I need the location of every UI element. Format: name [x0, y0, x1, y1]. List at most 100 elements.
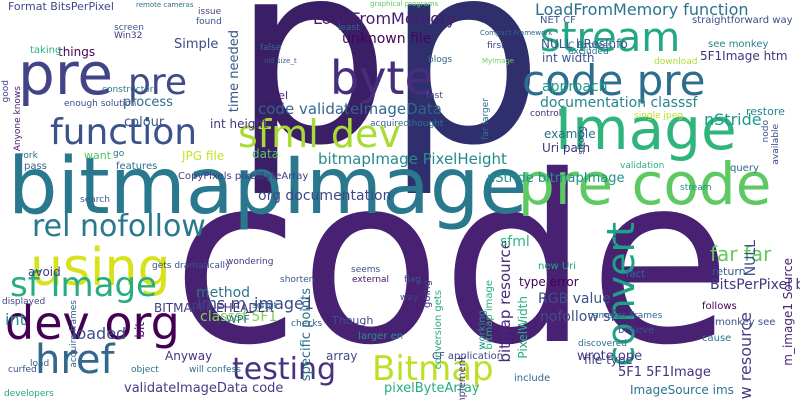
- word: Image: [555, 95, 737, 163]
- word: Simple: [174, 37, 219, 52]
- word: object: [131, 365, 159, 375]
- word: nofollow sf: [540, 309, 616, 325]
- word: MyImage: [482, 57, 515, 65]
- word: C Express: [568, 41, 613, 51]
- word: first: [487, 41, 505, 51]
- word: Anyone knows: [13, 86, 23, 152]
- word: restore: [746, 105, 785, 118]
- word: believe: [618, 325, 655, 336]
- word: sfml: [500, 234, 530, 250]
- word: displayed: [2, 297, 46, 307]
- word: NET CF: [540, 15, 576, 26]
- word: Format BitsPerPixel: [8, 0, 114, 13]
- word: dev org: [5, 296, 180, 350]
- word: shorten: [280, 275, 315, 285]
- word: nStride bitmapImage: [487, 171, 625, 186]
- word: far larger: [481, 98, 491, 140]
- word: seems: [351, 265, 381, 275]
- word: 5F1 5F1Image: [618, 365, 711, 380]
- word: code validateImageData: [258, 100, 442, 118]
- word: will confess: [189, 365, 241, 375]
- word: type error: [519, 275, 579, 289]
- word: monkey see: [715, 317, 776, 328]
- word: taking: [30, 45, 62, 56]
- word: discovered: [578, 339, 627, 349]
- word: JPG file: [182, 149, 225, 163]
- word: documentation classsf: [540, 95, 698, 111]
- word: code: [172, 126, 732, 396]
- word: example: [544, 127, 596, 141]
- word: excluded: [568, 47, 609, 57]
- word: constructor: [102, 85, 154, 95]
- word: p: [385, 0, 544, 200]
- word: good: [1, 80, 11, 103]
- word: CF application: [432, 351, 504, 362]
- word: using: [30, 238, 171, 298]
- word: WPF: [226, 313, 250, 326]
- word: function: [50, 112, 198, 153]
- word: sf Image: [10, 265, 157, 305]
- word: things: [58, 45, 96, 59]
- word: going: [422, 280, 433, 308]
- word: download: [654, 57, 698, 67]
- word: bit: [133, 322, 147, 338]
- word: pixelByteArray: [384, 381, 480, 396]
- word: developers: [4, 389, 54, 399]
- word: array: [326, 349, 358, 363]
- word: thought: [408, 119, 444, 129]
- word: remote cameras: [136, 1, 194, 9]
- word: file type: [584, 353, 633, 367]
- word: issue: [198, 7, 222, 17]
- word: testing: [232, 352, 337, 387]
- word: gets dramatically: [152, 261, 231, 271]
- word: external: [352, 275, 390, 285]
- word: validateImageData code: [124, 381, 284, 396]
- word: implement: [457, 356, 468, 400]
- word: load: [30, 359, 50, 369]
- word: NULL: [743, 240, 759, 277]
- word: fast: [426, 91, 443, 101]
- word: cause: [702, 333, 732, 344]
- word: int height: [210, 117, 268, 131]
- word: ims m_image1: [197, 294, 315, 313]
- word: LoadFromMemory function: [535, 0, 749, 19]
- word: bitmapImage: [8, 142, 528, 232]
- word: control: [530, 109, 562, 119]
- word: unknown file: [342, 31, 432, 47]
- word: pass: [24, 161, 47, 172]
- word: screen: [114, 23, 144, 33]
- word: way: [400, 293, 419, 303]
- word: bitmapImage PixelHeight: [318, 150, 507, 168]
- word: larger en: [358, 331, 404, 342]
- word: stream: [540, 15, 681, 61]
- word: curfed: [8, 365, 37, 375]
- word: BitsPerPixel byte: [710, 277, 800, 293]
- word: work: [16, 151, 38, 161]
- word: straightforward way: [692, 15, 793, 26]
- word: org documentation: [258, 188, 392, 204]
- word: return: [712, 265, 746, 278]
- word: int width: [542, 51, 595, 65]
- word: conversion gets: [433, 290, 444, 370]
- word: CopyPixels pixelByteArray: [178, 171, 309, 182]
- word: search: [80, 195, 110, 205]
- word: old size_t: [264, 57, 297, 65]
- word: nStride: [704, 110, 762, 129]
- word: Win32: [114, 31, 143, 41]
- word: graphical programs: [370, 0, 439, 8]
- word: sfml dev: [238, 112, 401, 156]
- word: query: [730, 163, 759, 174]
- word: colour: [124, 115, 165, 130]
- word: classsf 5F1: [200, 309, 278, 325]
- word: pre: [18, 40, 114, 108]
- word: available: [771, 124, 781, 165]
- word: see monkey: [708, 39, 769, 50]
- word: Though: [332, 314, 374, 327]
- word: include: [514, 373, 551, 384]
- word: validation: [620, 161, 665, 171]
- word: BITMAPFILEHEADER: [154, 301, 274, 315]
- word: far far: [710, 242, 772, 266]
- word: NULL hResInfo: [541, 37, 628, 51]
- word: working: [477, 310, 488, 350]
- word: false: [260, 43, 282, 53]
